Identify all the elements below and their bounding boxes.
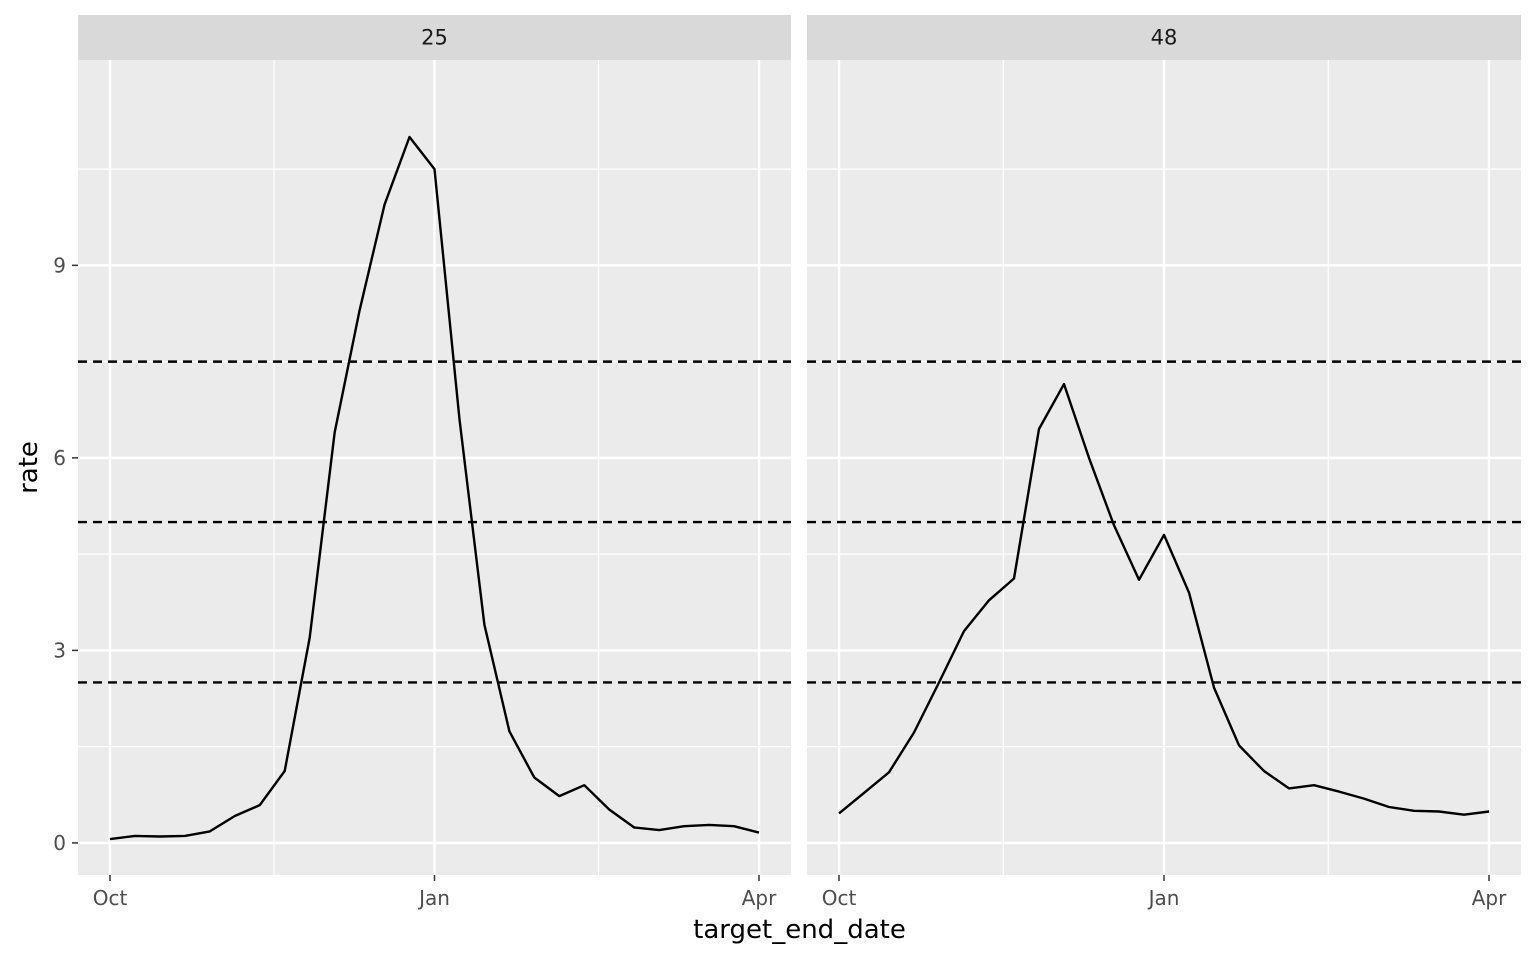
facet-strip-label: 25: [421, 26, 448, 50]
x-tick-label: Apr: [742, 886, 777, 910]
y-tick-label: 9: [53, 253, 66, 277]
x-tick-label: Oct: [93, 886, 128, 910]
facet-strip-label: 48: [1151, 26, 1178, 50]
y-tick-label: 6: [53, 446, 66, 470]
x-tick-label: Oct: [822, 886, 857, 910]
y-axis-title: rate: [14, 441, 44, 494]
y-tick-label: 0: [53, 831, 66, 855]
y-tick-label: 3: [53, 638, 66, 662]
x-axis-title: target_end_date: [693, 915, 906, 945]
x-tick-label: Jan: [1147, 886, 1180, 910]
series-line: [838, 382, 1490, 816]
x-tick-label: Jan: [417, 886, 450, 910]
series-line: [109, 135, 760, 841]
x-tick-label: Apr: [1472, 886, 1507, 910]
facet-strip: [78, 15, 791, 60]
facet-strip: [807, 15, 1521, 60]
